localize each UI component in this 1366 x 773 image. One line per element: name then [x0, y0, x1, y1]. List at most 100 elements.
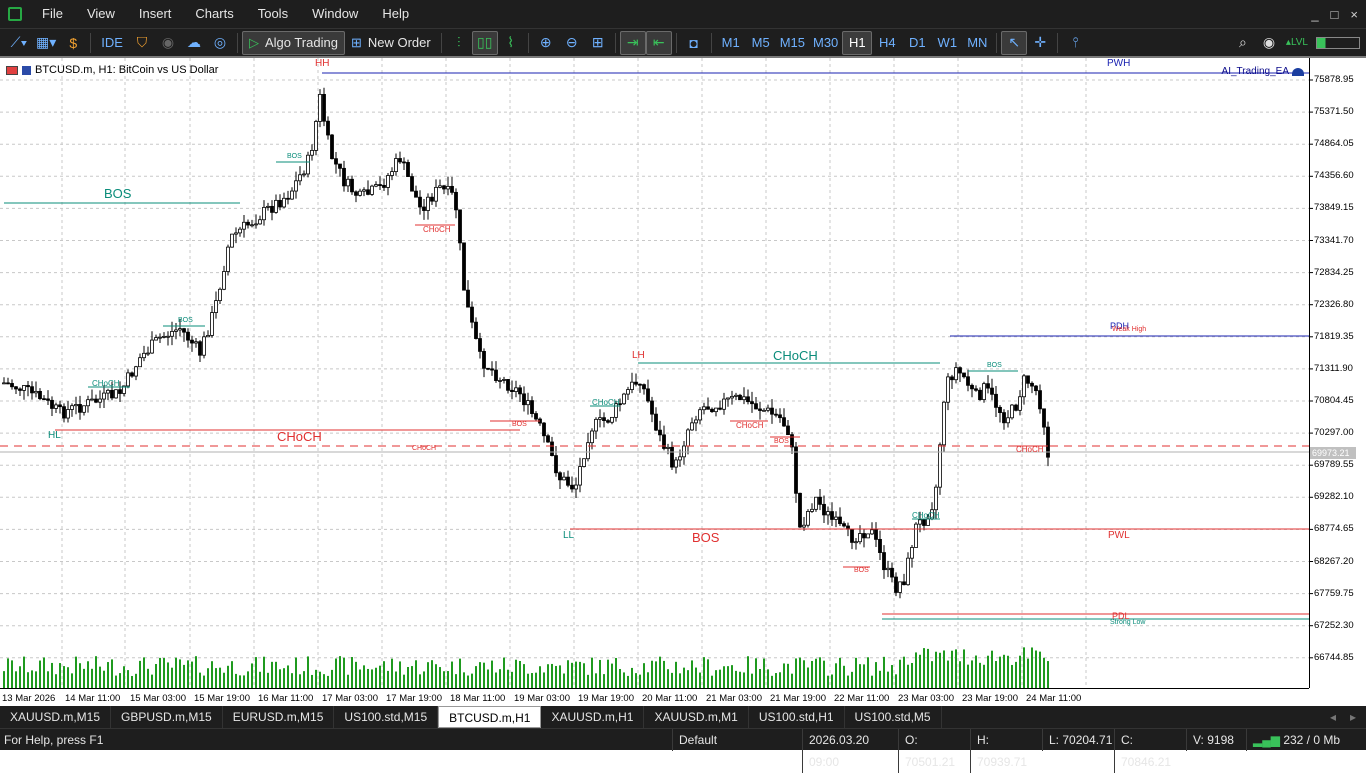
- algo-trading-button[interactable]: ▷ Algo Trading: [241, 30, 345, 55]
- candle-body: [946, 376, 950, 403]
- close-button[interactable]: ×: [1350, 6, 1358, 22]
- menu-insert[interactable]: Insert: [138, 6, 172, 21]
- bag-icon[interactable]: ⛉: [136, 34, 148, 50]
- zoom-in-icon[interactable]: ⊕: [539, 34, 552, 50]
- price-tick-label: 67252.30: [1314, 619, 1354, 631]
- tab-us100-h1[interactable]: US100.std,H1: [749, 706, 845, 728]
- menu-help[interactable]: Help: [382, 6, 410, 21]
- globe-icon[interactable]: ◎: [213, 34, 227, 50]
- scroll-right-icon[interactable]: ▸: [1349, 710, 1356, 724]
- candle-body: [822, 503, 826, 516]
- bos-label: BOS: [692, 530, 720, 545]
- candle-body: [354, 191, 358, 196]
- new-order-button[interactable]: ⊞ New Order: [345, 31, 437, 55]
- candle-body: [442, 185, 446, 190]
- ea-hat-icon: [1292, 67, 1304, 76]
- time-axis[interactable]: 13 Mar 2026 14 Mar 11:00 15 Mar 03:00 15 Ma…: [0, 688, 1309, 708]
- candle-body: [918, 519, 922, 525]
- tf-m5[interactable]: M5: [751, 35, 770, 50]
- ea-name: AI_Trading_EA: [1221, 66, 1289, 77]
- candle-body: [718, 407, 722, 410]
- ide-button[interactable]: IDE: [101, 35, 123, 50]
- tf-w1[interactable]: W1: [937, 35, 958, 50]
- chart-type-icon[interactable]: ▦▾: [36, 34, 57, 50]
- candle-body: [550, 441, 554, 456]
- candle-body: [934, 486, 938, 511]
- menu-window[interactable]: Window: [312, 6, 359, 21]
- ea-label[interactable]: AI_Trading_EA: [1222, 66, 1304, 77]
- bar-open: O: 70501.21: [898, 729, 970, 773]
- grid-icon[interactable]: ⊞: [591, 34, 604, 50]
- crosshair-icon[interactable]: ✛: [1034, 34, 1047, 50]
- tab-us100-m5[interactable]: US100.std,M5: [845, 706, 942, 728]
- menu-tools[interactable]: Tools: [257, 6, 289, 21]
- profile-label[interactable]: Default: [672, 729, 802, 751]
- menu-charts[interactable]: Charts: [195, 6, 234, 21]
- time-tick-label: 17 Mar 03:00: [322, 693, 378, 704]
- line-chart-icon[interactable]: ⟋▾: [10, 34, 28, 50]
- tab-btcusd-h1[interactable]: BTCUSD.m,H1: [438, 706, 542, 728]
- signal-icon[interactable]: ◉: [161, 34, 175, 50]
- candle-body: [602, 417, 606, 421]
- minimize-button[interactable]: _: [1311, 6, 1319, 22]
- tf-m1[interactable]: M1: [721, 35, 740, 50]
- bar-chart-icon[interactable]: ⫶: [456, 34, 461, 50]
- line-icon[interactable]: ⌇: [507, 34, 515, 50]
- tf-h4[interactable]: H4: [878, 35, 896, 50]
- candle-body: [1022, 375, 1026, 398]
- account-icon[interactable]: ◉: [1262, 34, 1276, 50]
- autoscroll-icon[interactable]: ⇥: [619, 30, 646, 55]
- menu-file[interactable]: File: [42, 6, 63, 21]
- tf-mn[interactable]: MN: [967, 35, 988, 50]
- dollar-icon[interactable]: $: [69, 34, 78, 51]
- tab-xauusd-m15[interactable]: XAUUSD.m,M15: [0, 706, 112, 728]
- candle-body: [202, 336, 206, 356]
- tf-d1[interactable]: D1: [908, 35, 926, 50]
- cursor-icon[interactable]: ↖: [1001, 30, 1028, 55]
- tf-m30[interactable]: M30: [813, 35, 839, 50]
- choch-label: CHoCH: [412, 445, 437, 452]
- tf-h1[interactable]: H1: [842, 30, 873, 55]
- chart-shift-icon[interactable]: ⇤: [645, 30, 672, 55]
- chart-canvas[interactable]: [0, 58, 1366, 708]
- scroll-left-icon[interactable]: ◂: [1329, 710, 1336, 724]
- menu-view[interactable]: View: [86, 6, 115, 21]
- weak-high-label: Weak High: [1112, 326, 1147, 333]
- candle-body: [414, 190, 418, 198]
- tf-m15[interactable]: M15: [779, 35, 805, 50]
- candle-body: [226, 246, 230, 272]
- candle-body: [342, 167, 346, 187]
- tab-xauusd-m1[interactable]: XAUUSD.m,M1: [644, 706, 749, 728]
- cloud-icon[interactable]: ☁: [186, 34, 201, 50]
- hh-label: HH: [315, 58, 330, 69]
- chart-area[interactable]: BTCUSD.m, H1: BitCoin vs US Dollar AI_Tr…: [0, 56, 1366, 706]
- candle-body: [62, 406, 66, 419]
- vertical-line-icon[interactable]: ⫯: [1072, 34, 1079, 50]
- candlestick-icon[interactable]: ▯▯: [471, 30, 498, 55]
- candle-body: [74, 404, 78, 407]
- search-icon[interactable]: ⌕: [1239, 34, 1247, 50]
- candle-body: [534, 413, 538, 420]
- tab-eurusd-m15[interactable]: EURUSD.m,M15: [223, 706, 335, 728]
- candle-body: [450, 185, 454, 193]
- candle-body: [254, 223, 258, 226]
- candle-body: [178, 328, 182, 331]
- menu-bar: File View Insert Charts Tools Window Hel…: [0, 0, 1366, 28]
- pwl-label: PWL: [1108, 530, 1130, 541]
- tab-xauusd-h1[interactable]: XAUUSD.m,H1: [541, 706, 645, 728]
- candle-body: [26, 385, 30, 388]
- zoom-out-icon[interactable]: ⊖: [565, 34, 578, 50]
- candle-body: [1042, 408, 1046, 428]
- candle-body: [786, 425, 790, 436]
- tab-us100-m15[interactable]: US100.std,M15: [334, 706, 439, 728]
- candle-body: [230, 233, 234, 248]
- restore-button[interactable]: □: [1330, 6, 1339, 22]
- candle-body: [166, 335, 170, 338]
- price-axis[interactable]: 75878.95 75371.50 74864.05 74356.60 73849.15…: [1309, 58, 1366, 688]
- candle-body: [606, 420, 610, 423]
- time-tick-label: 17 Mar 19:00: [386, 693, 442, 704]
- candle-body: [494, 369, 498, 381]
- screenshot-icon[interactable]: ◘: [689, 34, 698, 51]
- tab-gbpusd-m15[interactable]: GBPUSD.m,M15: [111, 706, 223, 728]
- choch-label: CHoCH: [912, 511, 940, 520]
